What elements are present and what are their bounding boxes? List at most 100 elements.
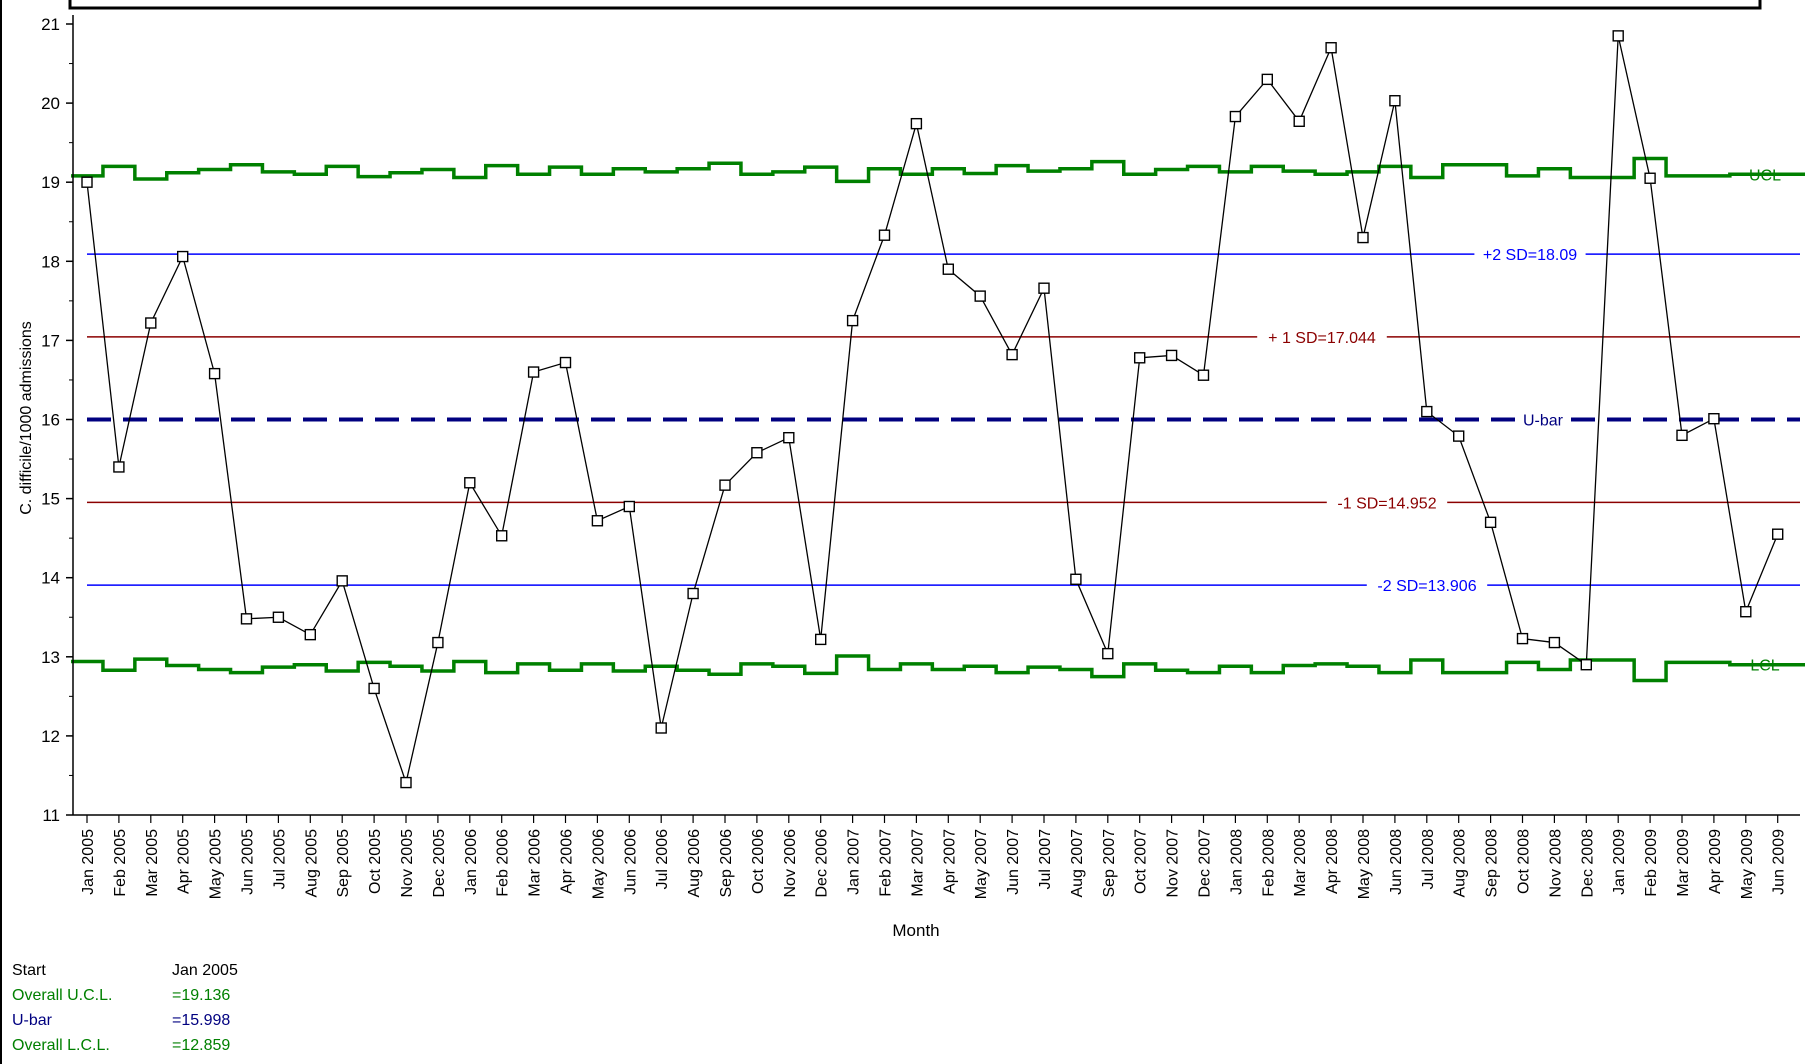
data-point <box>1484 516 1497 529</box>
x-tick-label: Jul 2006 <box>654 829 671 890</box>
y-tick-label: 14 <box>41 569 60 588</box>
data-point <box>1676 429 1688 442</box>
x-tick-label: Apr 2006 <box>559 829 576 894</box>
x-tick-label: Jun 2006 <box>622 829 639 895</box>
x-tick-label: Jan 2007 <box>846 829 863 895</box>
x-tick-label: Jun 2007 <box>1005 829 1022 895</box>
x-tick-label: Feb 2005 <box>112 829 129 897</box>
data-point <box>846 314 859 327</box>
x-tick-label: Dec 2005 <box>431 829 448 898</box>
x-tick-label: Oct 2007 <box>1133 829 1150 894</box>
data-series <box>81 30 1784 789</box>
stat-label: Overall U.C.L. <box>12 987 113 1004</box>
x-tick-label: Jan 2006 <box>463 829 480 895</box>
x-tick-label: Jul 2005 <box>271 829 288 890</box>
stat-label: Overall L.C.L. <box>12 1037 110 1054</box>
data-point <box>145 317 157 329</box>
axes: 11 12 13 14 15 16 17 18 19 20 21 Jan 2005 Feb 2005 Ma… <box>41 15 1800 899</box>
x-tick-label: May 2006 <box>590 829 607 899</box>
data-point <box>1325 42 1337 54</box>
y-tick-label: 12 <box>41 727 60 746</box>
x-tick-label: Mar 2007 <box>909 829 926 897</box>
data-point <box>496 530 508 542</box>
data-point <box>559 356 572 369</box>
x-tick-label: Jan 2005 <box>80 829 97 895</box>
data-point <box>591 515 604 527</box>
data-point <box>878 229 891 241</box>
data-point <box>1006 348 1018 361</box>
reference-line-label-4: -2 SD=13.906 <box>1377 578 1476 595</box>
x-tick-label: Mar 2006 <box>527 829 544 897</box>
x-tick-label: Jul 2008 <box>1420 829 1437 890</box>
data-point <box>272 611 285 623</box>
x-tick-label: Feb 2007 <box>878 829 895 897</box>
y-tick-label: 18 <box>41 252 60 271</box>
data-point <box>176 250 189 263</box>
x-tick-label: Sep 2005 <box>335 829 352 898</box>
data-point <box>1516 632 1529 645</box>
x-tick-label: Aug 2007 <box>1069 829 1086 898</box>
x-tick-label: Aug 2008 <box>1452 829 1469 898</box>
x-tick-label: Jun 2009 <box>1771 829 1788 895</box>
x-tick-label: Apr 2007 <box>941 829 958 894</box>
y-tick-label: 15 <box>41 490 60 509</box>
x-tick-label: Dec 2008 <box>1579 829 1596 898</box>
x-tick-label: Nov 2008 <box>1547 829 1564 898</box>
data-point <box>1229 110 1242 123</box>
data-line <box>86 35 1779 785</box>
stat-label: U-bar <box>12 1012 53 1029</box>
stat-value: =19.136 <box>172 987 231 1004</box>
data-point <box>655 722 667 734</box>
data-point <box>623 500 635 513</box>
x-tick-label: Nov 2007 <box>1165 829 1182 898</box>
reference-line-label-0: +2 SD=18.09 <box>1483 247 1577 264</box>
title-box <box>68 0 1762 10</box>
data-point <box>1165 349 1178 362</box>
y-tick-label: 17 <box>41 331 60 350</box>
stat-value: =15.998 <box>172 1012 231 1029</box>
data-point <box>1548 636 1561 649</box>
data-point <box>974 290 986 302</box>
data-point <box>1357 231 1369 244</box>
reference-line-label-3: -1 SD=14.952 <box>1337 495 1436 512</box>
x-axis-label: Month <box>892 921 939 940</box>
data-point <box>240 613 253 625</box>
x-tick-label: Jan 2008 <box>1228 829 1245 895</box>
stat-value: Jan 2005 <box>172 962 238 979</box>
ucl-label: UCL <box>1749 167 1781 184</box>
x-tick-label: Nov 2006 <box>782 829 799 898</box>
lcl-label: LCL <box>1750 658 1779 675</box>
data-point <box>1708 413 1720 425</box>
x-tick-label: May 2007 <box>973 829 990 899</box>
x-tick-label: Sep 2008 <box>1484 829 1501 898</box>
y-tick-label: 16 <box>41 411 60 430</box>
data-point <box>208 367 221 380</box>
x-tick-label: Apr 2008 <box>1324 829 1341 894</box>
x-tick-label: Oct 2006 <box>750 829 767 894</box>
data-point <box>432 636 444 649</box>
x-tick-label: Jun 2008 <box>1388 829 1405 895</box>
y-tick-label: 19 <box>41 173 60 192</box>
data-point <box>81 176 93 188</box>
data-point <box>1421 405 1433 418</box>
x-tick-label: Apr 2005 <box>176 829 193 894</box>
data-point <box>1644 172 1656 184</box>
x-tick-label: May 2009 <box>1739 829 1756 899</box>
data-point <box>527 366 540 378</box>
data-point <box>336 575 348 587</box>
y-tick-label: 21 <box>41 15 60 34</box>
x-tick-label: Mar 2005 <box>144 829 161 897</box>
y-tick-label: 11 <box>42 806 60 825</box>
stat-value: =12.859 <box>172 1037 231 1054</box>
data-point <box>1612 30 1624 42</box>
data-point <box>751 447 763 459</box>
data-point <box>464 477 476 489</box>
x-tick-label: Nov 2005 <box>399 829 416 898</box>
data-point <box>1293 115 1305 127</box>
x-tick-label: Jan 2009 <box>1611 829 1628 895</box>
data-point <box>719 479 731 491</box>
data-point <box>400 776 412 789</box>
reference-line-label-1: + 1 SD=17.044 <box>1268 330 1376 347</box>
x-tick-label: Mar 2009 <box>1675 829 1692 897</box>
